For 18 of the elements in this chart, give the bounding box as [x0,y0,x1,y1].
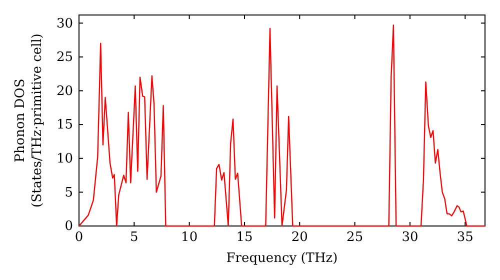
x-tick-label: 10 [181,230,198,246]
y-axis-title: Phonon DOS (States/THz·primitive cell) [13,33,45,208]
x-tick-label: 30 [402,230,418,246]
line-series [78,24,486,227]
y-tick-label: 5 [64,185,73,200]
x-tick-label: 20 [291,230,308,246]
x-axis-title: Frequency (THz) [226,251,338,266]
x-tick-label: 5 [130,230,138,246]
x-tick-label: 0 [74,230,84,246]
y-tick-label: 25 [56,50,73,66]
y-tick-label: 15 [56,118,73,133]
y-tick-label: 0 [64,219,73,234]
x-tick-label: 35 [456,230,474,246]
x-tick-label: 15 [236,230,253,246]
y-tick-label: 10 [56,152,73,167]
y-tick-label: 30 [56,16,73,32]
x-tick-label: 25 [346,230,364,246]
y-tick-label: 20 [56,84,73,99]
